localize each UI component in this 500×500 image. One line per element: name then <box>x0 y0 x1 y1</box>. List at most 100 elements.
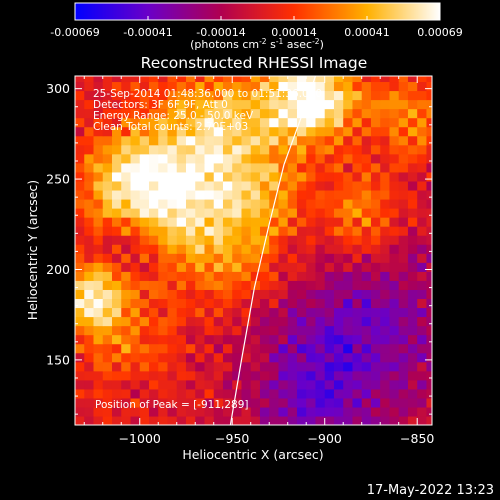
heatmap-cell <box>185 99 196 110</box>
heatmap-cell <box>361 343 372 354</box>
heatmap-cell <box>102 180 113 191</box>
heatmap-cell <box>407 108 418 119</box>
y-tick-label: 250 <box>46 172 70 187</box>
heatmap-cell <box>84 280 95 290</box>
heatmap-cell <box>278 90 289 101</box>
heatmap-cell <box>417 226 428 236</box>
heatmap-cell <box>333 397 344 408</box>
heatmap-cell <box>352 208 363 218</box>
heatmap-cell <box>343 99 354 110</box>
heatmap-cell <box>324 99 335 110</box>
heatmap-cell <box>296 144 307 155</box>
heatmap-cell <box>407 262 418 272</box>
heatmap-cell <box>361 108 372 119</box>
heatmap-cell <box>380 208 391 218</box>
heatmap-cell <box>259 198 270 209</box>
heatmap-cell <box>333 253 344 263</box>
heatmap-cell <box>213 235 224 245</box>
heatmap-cell <box>398 162 409 173</box>
heatmap-cell <box>361 226 372 236</box>
annotation-counts: Clean Total counts: 2.70E+03 <box>93 121 248 133</box>
heatmap-cell <box>417 262 428 272</box>
heatmap-cell <box>102 90 113 101</box>
heatmap-cell <box>333 99 344 110</box>
heatmap-cell <box>232 352 243 363</box>
x-tick-label: −1000 <box>119 431 161 446</box>
heatmap-cell <box>306 171 317 182</box>
heatmap-cell <box>111 135 122 146</box>
heatmap-cell <box>352 271 363 281</box>
heatmap-cell <box>398 262 409 272</box>
heatmap-cell <box>361 271 372 281</box>
heatmap-cell <box>111 226 122 236</box>
heatmap-cell <box>167 198 178 209</box>
heatmap-cell <box>296 379 307 390</box>
heatmap-cell <box>407 162 418 173</box>
heatmap-cell <box>213 280 224 290</box>
heatmap-cell <box>130 334 141 345</box>
heatmap-cell <box>269 144 280 155</box>
heatmap-cell <box>269 388 280 399</box>
heatmap-cell <box>389 280 400 290</box>
heatmap-cell <box>84 370 95 381</box>
heatmap-cell <box>343 271 354 281</box>
heatmap-cell <box>130 135 141 146</box>
heatmap-cell <box>333 244 344 254</box>
heatmap-cell <box>75 144 85 155</box>
heatmap-cell <box>148 298 159 309</box>
heatmap-cell <box>250 370 261 381</box>
heatmap-cell <box>269 325 280 336</box>
heatmap-cell <box>250 244 261 254</box>
heatmap-cell <box>324 415 335 425</box>
heatmap-cell <box>213 208 224 218</box>
heatmap-cell <box>361 126 372 137</box>
heatmap-cell <box>158 307 169 318</box>
heatmap-cell <box>296 280 307 290</box>
heatmap-cell <box>204 397 215 408</box>
heatmap-cell <box>259 307 270 318</box>
heatmap-cell <box>324 253 335 263</box>
heatmap-cell <box>232 388 243 399</box>
heatmap-cell <box>139 217 150 227</box>
heatmap-cell <box>380 397 391 408</box>
heatmap-cell <box>278 262 289 272</box>
heatmap-cell <box>139 76 150 83</box>
heatmap-cell <box>333 352 344 363</box>
heatmap-cell <box>232 226 243 236</box>
heatmap-cell <box>130 298 141 309</box>
heatmap-cell <box>250 180 261 191</box>
heatmap-cell <box>287 180 298 191</box>
heatmap-cell <box>278 126 289 137</box>
heatmap-cell <box>130 271 141 281</box>
heatmap-cell <box>232 262 243 272</box>
heatmap-cell <box>139 280 150 290</box>
heatmap-cell <box>232 76 243 83</box>
heatmap-cell <box>380 253 391 263</box>
heatmap-cell <box>204 370 215 381</box>
heatmap-cell <box>185 325 196 336</box>
heatmap-cell <box>158 325 169 336</box>
heatmap-cell <box>287 144 298 155</box>
heatmap-cell <box>343 117 354 128</box>
heatmap-cell <box>250 379 261 390</box>
heatmap-cell <box>269 307 280 318</box>
heatmap-cell <box>259 388 270 399</box>
heatmap-cell <box>204 153 215 164</box>
heatmap-cell <box>222 99 233 110</box>
heatmap-cell <box>361 135 372 146</box>
heatmap-cell <box>167 76 178 83</box>
heatmap-cell <box>93 289 104 300</box>
heatmap-cell <box>269 280 280 290</box>
heatmap-cell <box>343 298 354 309</box>
heatmap-cell <box>102 76 113 83</box>
heatmap-cell <box>213 307 224 318</box>
heatmap-cell <box>426 90 432 101</box>
heatmap-cell <box>380 81 391 92</box>
heatmap-cell <box>93 253 104 263</box>
heatmap-cell <box>324 298 335 309</box>
heatmap-cell <box>343 144 354 155</box>
heatmap-cell <box>287 415 298 425</box>
heatmap-cell <box>269 180 280 191</box>
heatmap-cell <box>370 262 381 272</box>
heatmap-cell <box>361 415 372 425</box>
